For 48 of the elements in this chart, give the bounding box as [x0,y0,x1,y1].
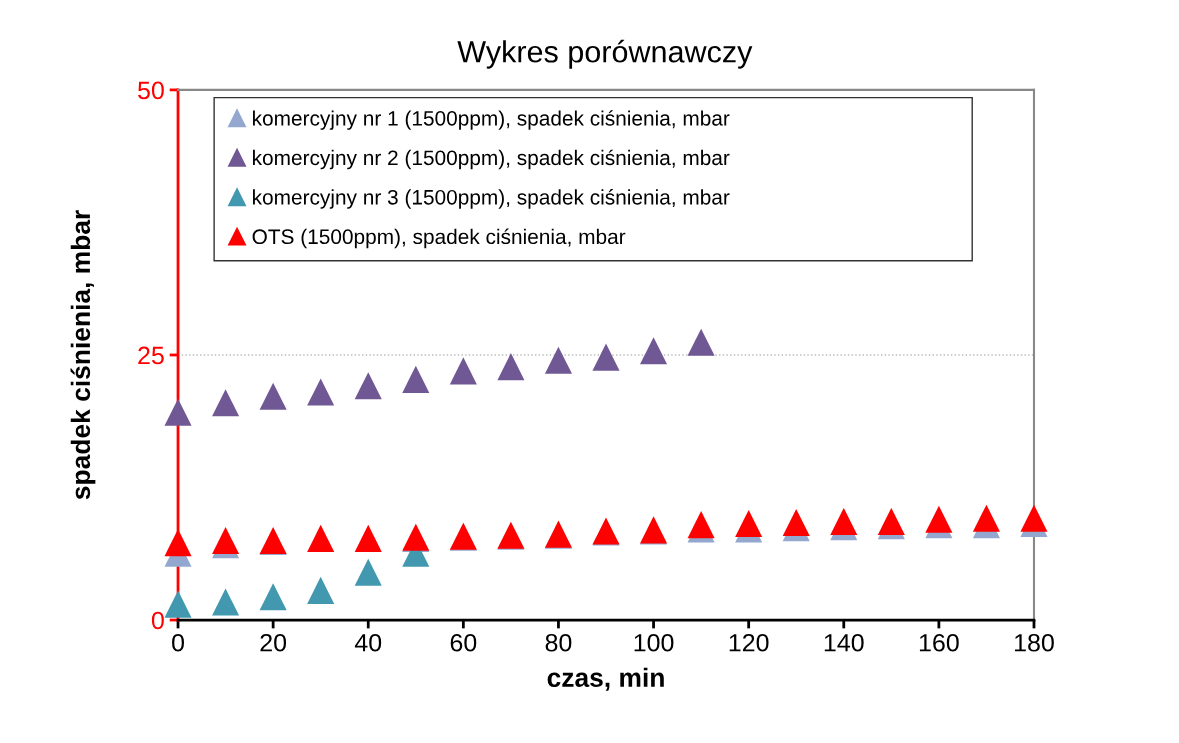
point [354,524,382,552]
legend-label: komercyjny nr 1 (1500ppm), spadek ciśnienia, mbar [253,110,730,130]
x-tick-label: 140 [824,633,864,652]
point [259,382,287,410]
point [830,507,858,535]
point [402,365,430,393]
point [972,504,1000,532]
y-tick-label: 0 [151,611,164,630]
chart-title: Wykres porównawczy [457,39,753,69]
point [354,372,382,400]
point [640,337,668,365]
y-tick-label: 25 [138,346,164,365]
point [735,510,763,538]
legend-label: OTS (1500ppm), spadek ciśnienia, mbar [252,228,626,249]
point [212,526,240,555]
y-axis-title: spadek ciśnienia, mbar [70,210,96,500]
point [925,505,953,533]
point [354,558,382,586]
point [164,529,192,557]
x-tick-label: 120 [729,633,769,652]
x-tick-label: 40 [354,633,382,652]
x-tick-label: 20 [260,633,287,652]
point [497,353,525,381]
point [212,588,240,616]
point [307,378,335,406]
point [212,389,240,417]
point [259,583,287,611]
point [782,508,810,537]
point [449,357,477,385]
x-tick-label: 180 [1015,633,1054,652]
x-tick-label: 0 [172,633,184,652]
legend-label: komercyjny nr 3 (1500ppm), spadek ciśnienia, mbar [253,189,730,209]
y-tick-label: 50 [138,81,164,100]
point [687,328,715,356]
x-tick-label: 160 [919,633,959,652]
point [307,576,335,604]
point [592,343,620,371]
point [544,346,572,374]
x-tick-label: 60 [450,633,477,652]
point [164,590,192,618]
x-axis-title: czas, min [547,667,664,691]
point [1020,504,1048,532]
point [164,398,192,426]
legend-label: komercyjny nr 2 (1500ppm), spadek ciśnienia, mbar [253,149,730,170]
x-tick-label: 80 [545,633,572,652]
point [877,507,905,535]
point [307,524,335,552]
x-tick-label: 100 [634,633,674,652]
